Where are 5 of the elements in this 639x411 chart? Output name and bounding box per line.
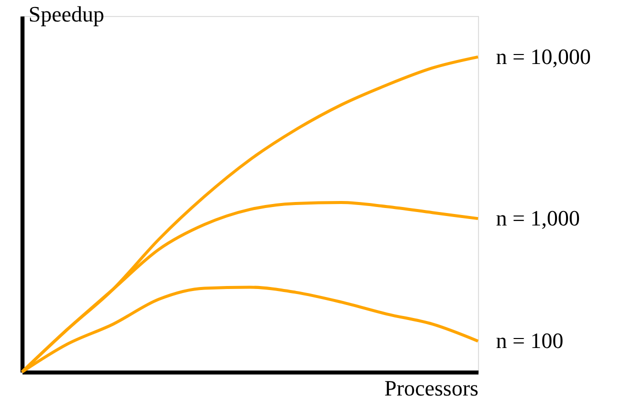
x-axis-title: Processors <box>384 376 478 400</box>
series-label: n = 100 <box>496 328 564 354</box>
series-label: n = 10,000 <box>496 44 591 69</box>
y-axis-title: Speedup <box>28 2 104 26</box>
series-label: n = 1,000 <box>496 206 580 231</box>
